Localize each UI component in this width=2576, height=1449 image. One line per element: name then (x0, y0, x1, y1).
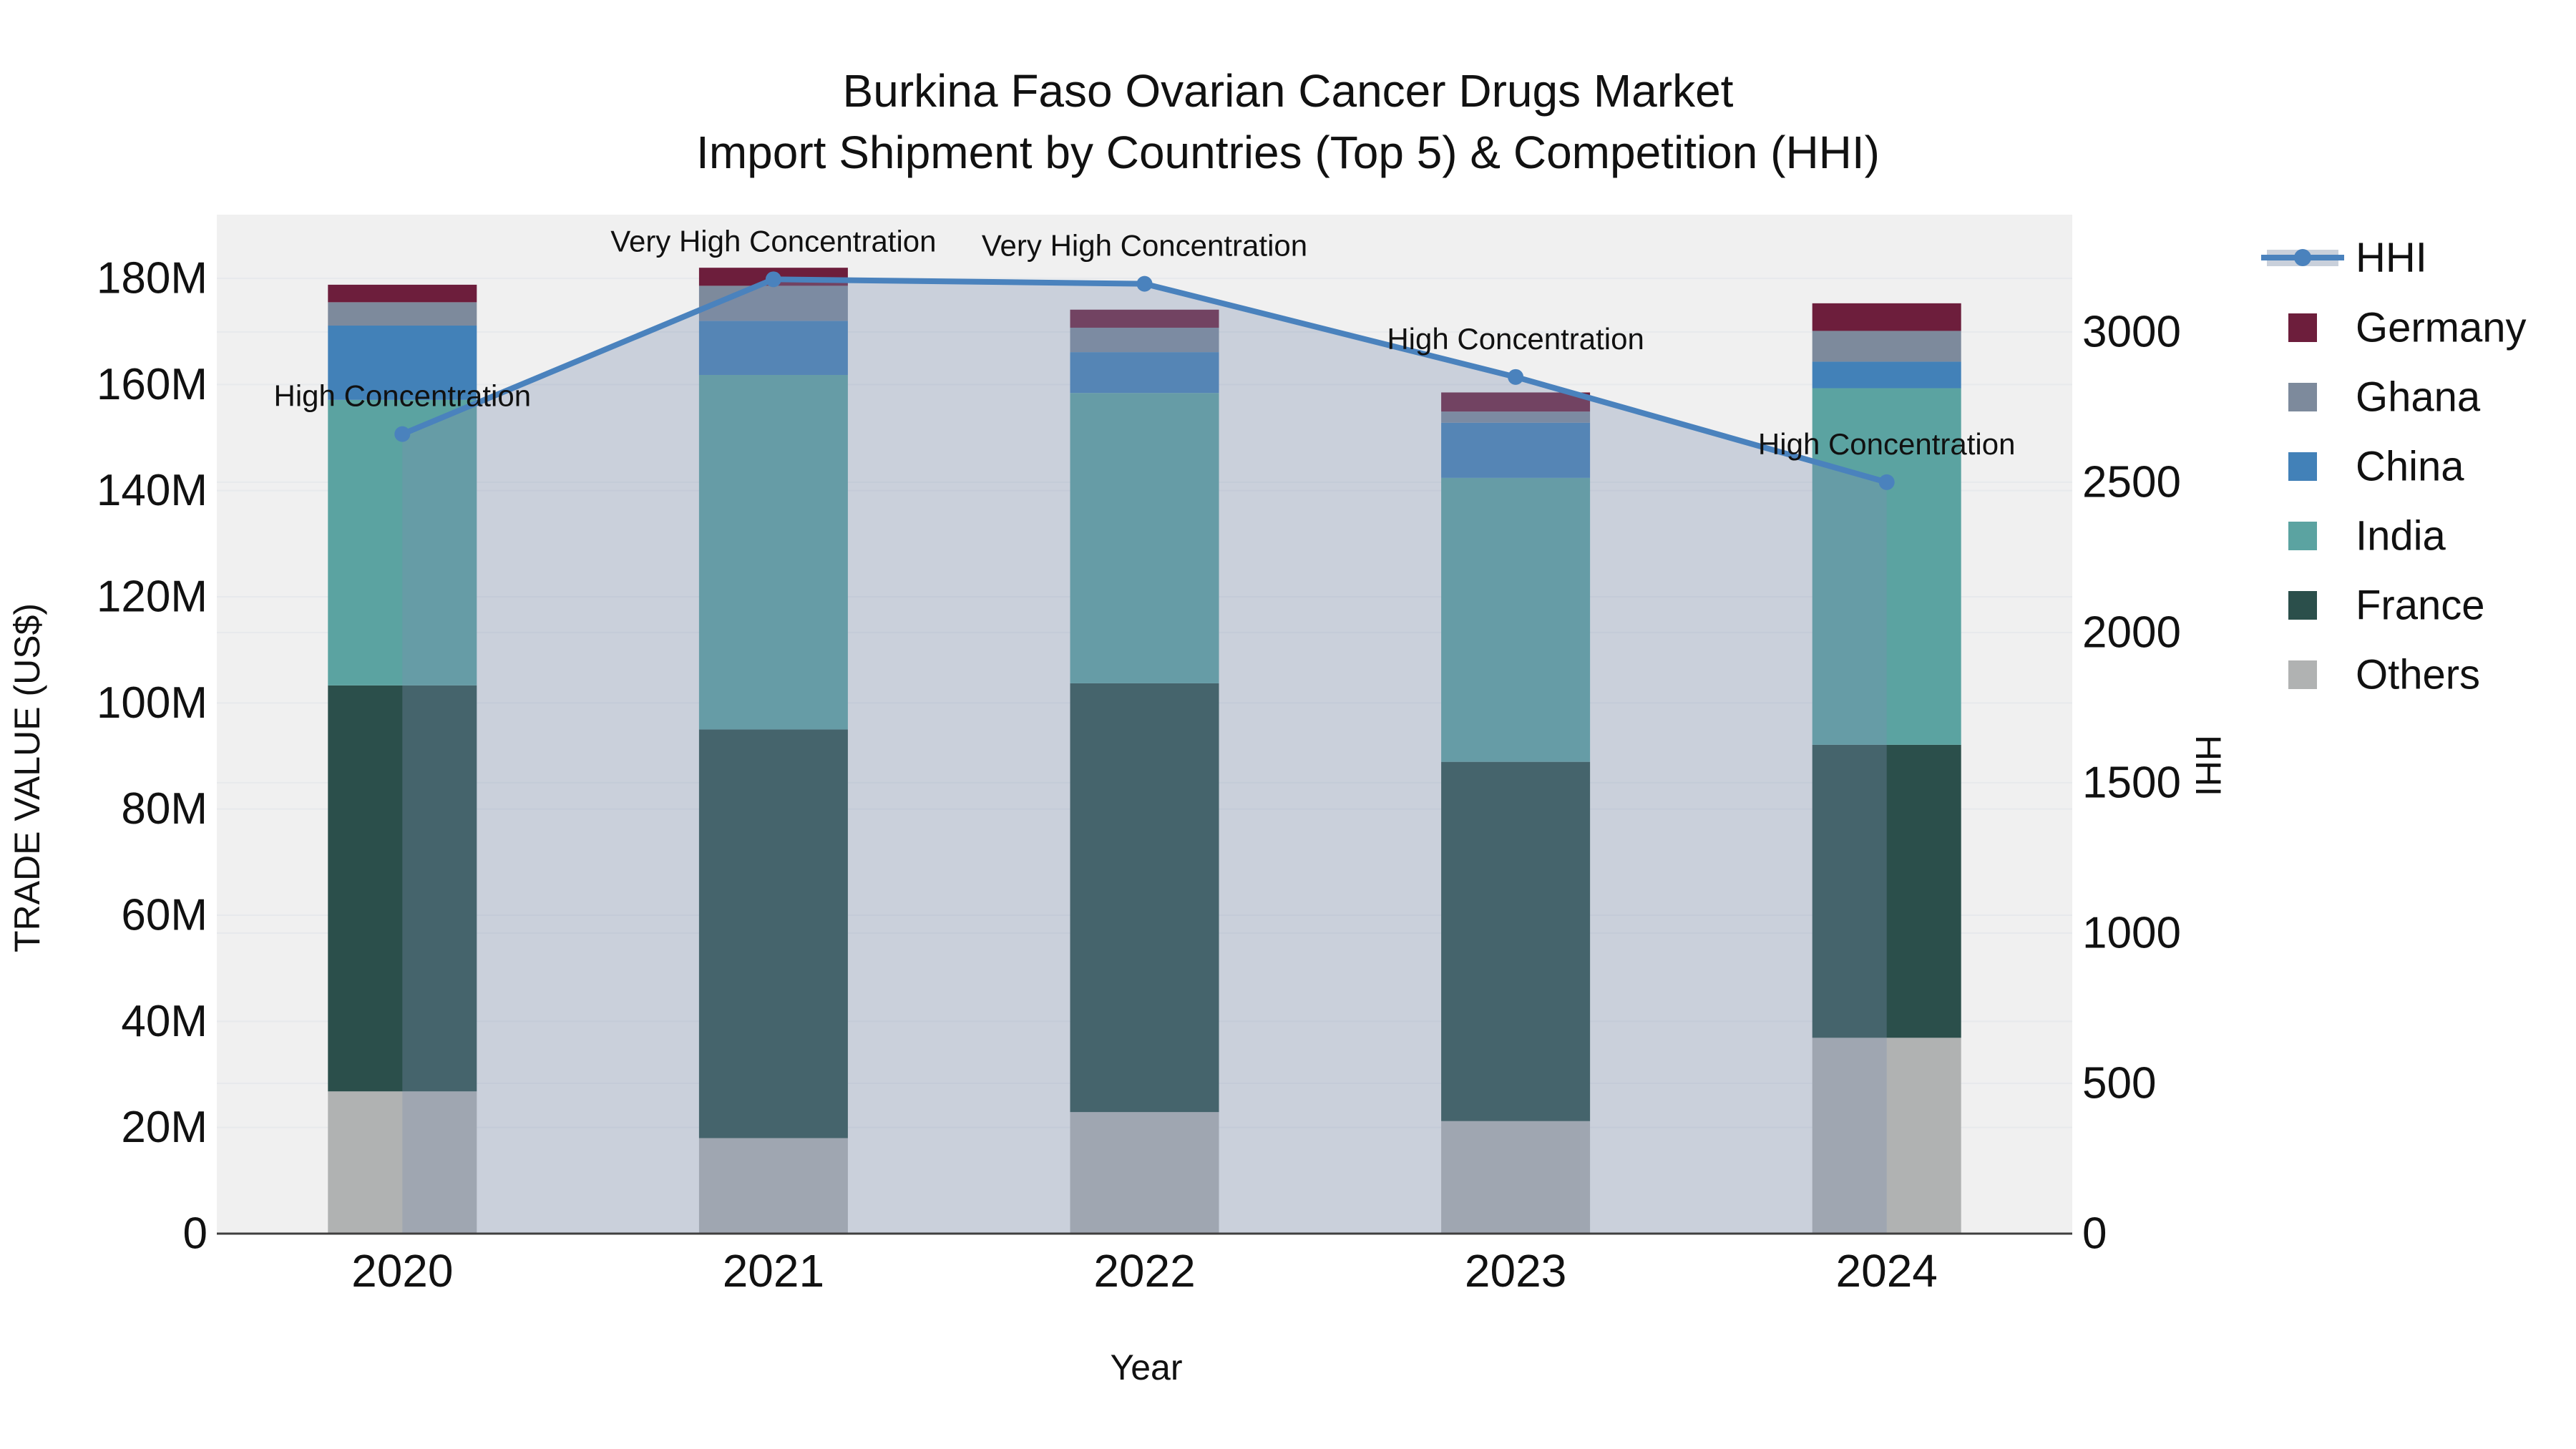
annotation-2021: Very High Concentration (610, 224, 936, 258)
legend-swatch-germany (2288, 313, 2317, 342)
legend-label-ghana: Ghana (2356, 374, 2481, 421)
bar-segment-2023-germany (1441, 392, 1591, 412)
y-right-tick-1000: 1000 (2082, 908, 2181, 957)
bar-segment-2024-germany (1812, 303, 1961, 331)
bar-segment-2020-china (328, 326, 477, 400)
y-left-tick-100M: 100M (97, 678, 208, 728)
x-tick-2022: 2022 (1093, 1245, 1195, 1297)
x-tick-2021: 2021 (723, 1245, 824, 1297)
bar-segment-2023-others (1441, 1121, 1591, 1234)
legend-swatch-france (2288, 591, 2317, 620)
legend-label-others: Others (2356, 652, 2480, 698)
bar-segment-2022-ghana (1070, 327, 1219, 353)
bar-segment-2024-france (1812, 744, 1961, 1038)
hhi-point-2023 (1508, 369, 1524, 385)
y-right-tick-2000: 2000 (2082, 608, 2181, 657)
y-right-tick-3000: 3000 (2082, 307, 2181, 356)
hhi-point-2024 (1878, 474, 1895, 490)
bar-segment-2022-china (1070, 352, 1219, 394)
bar-segment-2021-france (698, 729, 848, 1138)
stacked-bars (328, 268, 1961, 1234)
bar-segment-2020-ghana (328, 302, 477, 326)
hhi-point-2022 (1136, 275, 1153, 292)
legend-item-ghana: Ghana (2288, 374, 2481, 421)
legend-item-hhi: HHI (2261, 235, 2427, 281)
y-left-tick-140M: 140M (97, 466, 208, 515)
y-left-tick-120M: 120M (97, 572, 208, 622)
legend-swatch-china (2288, 452, 2317, 481)
hhi-area-layer (402, 279, 1887, 1234)
bar-segment-2024-others (1812, 1038, 1961, 1234)
annotation-2020: High Concentration (274, 379, 532, 413)
y-left-axis-title: TRADE VALUE (US$) (7, 603, 47, 952)
legend-swatch-ghana (2288, 383, 2317, 411)
y-right-tick-500: 500 (2082, 1058, 2156, 1108)
bar-segment-2020-germany (328, 284, 477, 303)
legend-label-hhi: HHI (2356, 235, 2427, 281)
bar-segment-2024-india (1812, 388, 1961, 745)
y-left-tick-60M: 60M (121, 891, 208, 940)
y-left-tick-40M: 40M (121, 997, 208, 1046)
x-tick-2020: 2020 (351, 1245, 453, 1297)
y-left-tick-0: 0 (183, 1209, 208, 1259)
y-right-tick-1500: 1500 (2082, 758, 2181, 807)
bar-segment-2022-india (1070, 393, 1219, 683)
annotations-layer: High Concentration Very High Concentratio… (274, 224, 2016, 461)
bar-segment-2023-china (1441, 422, 1591, 478)
bar-segment-2024-ghana (1812, 331, 1961, 362)
y-left-tick-160M: 160M (97, 360, 208, 409)
legend-label-germany: Germany (2356, 305, 2527, 351)
bar-segment-2021-ghana (698, 286, 848, 321)
legend-label-france: France (2356, 582, 2485, 629)
legend-hhi-marker (2294, 249, 2311, 266)
bar-segment-2023-france (1441, 761, 1591, 1121)
hhi-point-2021 (765, 271, 781, 288)
bar-segment-2021-china (698, 321, 848, 375)
hhi-point-2020 (394, 426, 411, 442)
annotation-2023: High Concentration (1387, 322, 1644, 356)
legend-label-india: India (2356, 513, 2446, 560)
x-axis-title: Year (1110, 1347, 1182, 1387)
bar-segment-2023-india (1441, 477, 1591, 762)
legend: HHI Germany Ghana China India (2261, 235, 2527, 698)
legend-item-germany: Germany (2288, 305, 2527, 351)
y-right-tick-2500: 2500 (2082, 457, 2181, 507)
x-tick-2023: 2023 (1465, 1245, 1566, 1297)
bar-segment-2023-ghana (1441, 411, 1591, 423)
bar-segment-2022-france (1070, 683, 1219, 1113)
bar-segment-2022-others (1070, 1112, 1219, 1234)
legend-swatch-india (2288, 522, 2317, 550)
bar-segment-2020-france (328, 685, 477, 1092)
x-tick-2024: 2024 (1836, 1245, 1938, 1297)
y-right-axis-title: HHI (2188, 735, 2228, 796)
bar-segment-2021-india (698, 374, 848, 730)
bar-segment-2024-china (1812, 361, 1961, 389)
annotation-2022: Very High Concentration (982, 229, 1307, 263)
bar-segment-2020-india (328, 399, 477, 686)
y-right-tick-0: 0 (2082, 1209, 2107, 1259)
annotation-2024: High Concentration (1758, 427, 2016, 461)
chart-title-line2: Import Shipment by Countries (Top 5) & C… (696, 127, 1880, 178)
legend-item-others: Others (2288, 652, 2480, 698)
chart-title-line1: Burkina Faso Ovarian Cancer Drugs Market (843, 65, 1734, 117)
legend-item-india: India (2288, 513, 2446, 560)
bar-segment-2021-others (698, 1138, 848, 1234)
hhi-area (402, 279, 1887, 1234)
legend-item-china: China (2288, 444, 2464, 490)
bar-segment-2020-others (328, 1091, 477, 1234)
legend-label-china: China (2356, 444, 2464, 490)
y-left-tick-180M: 180M (97, 254, 208, 303)
y-left-tick-80M: 80M (121, 784, 208, 834)
legend-swatch-others (2288, 660, 2317, 689)
legend-item-france: France (2288, 582, 2485, 629)
hhi-line-layer (394, 271, 1895, 490)
bar-segment-2022-germany (1070, 309, 1219, 328)
y-left-tick-20M: 20M (121, 1103, 208, 1152)
tick-labels-layer: 0 20M 40M 60M 80M 100M 120M 140M 160M 180M 0 500 100… (97, 254, 2181, 1297)
